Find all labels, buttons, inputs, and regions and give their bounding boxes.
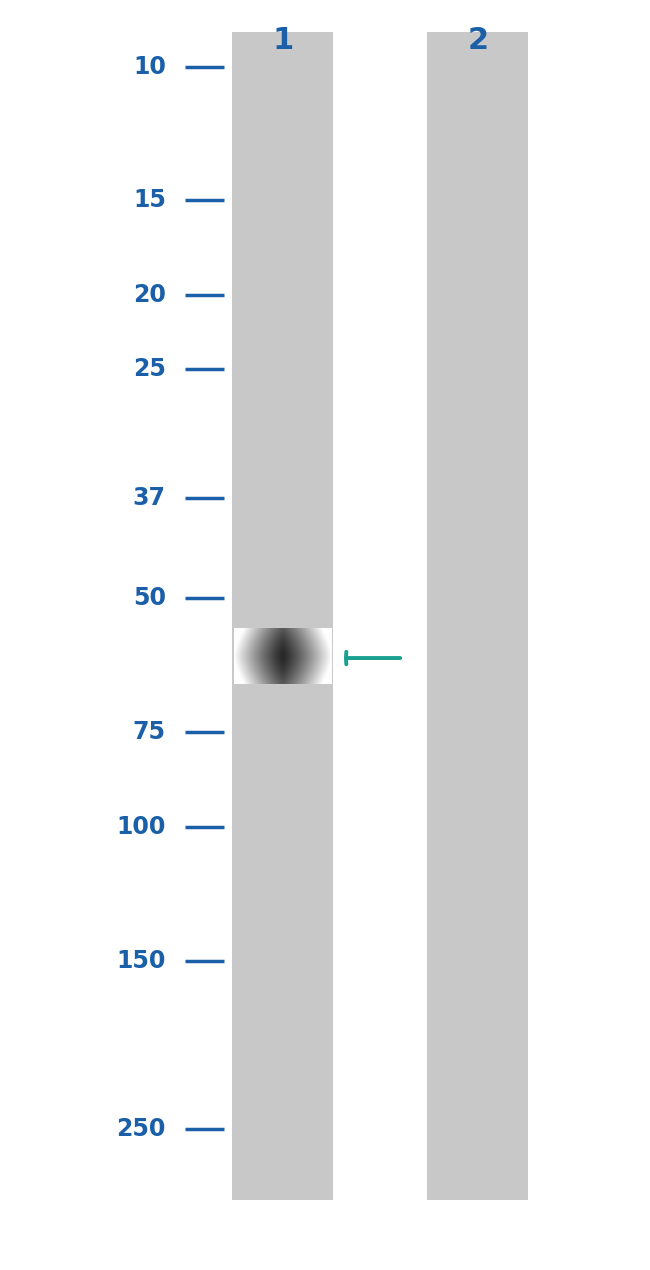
Text: 100: 100 [116, 814, 166, 838]
Text: 250: 250 [116, 1118, 166, 1142]
Bar [428, 32, 528, 1200]
Text: 50: 50 [133, 585, 166, 610]
Text: 75: 75 [133, 720, 166, 744]
Bar [233, 32, 333, 1200]
Text: 20: 20 [133, 283, 166, 307]
Text: 25: 25 [133, 357, 166, 381]
Text: 10: 10 [133, 55, 166, 79]
Text: 37: 37 [133, 486, 166, 511]
Text: 15: 15 [133, 188, 166, 212]
Text: 150: 150 [116, 949, 166, 973]
Text: 1: 1 [272, 27, 293, 55]
Text: 2: 2 [467, 27, 488, 55]
